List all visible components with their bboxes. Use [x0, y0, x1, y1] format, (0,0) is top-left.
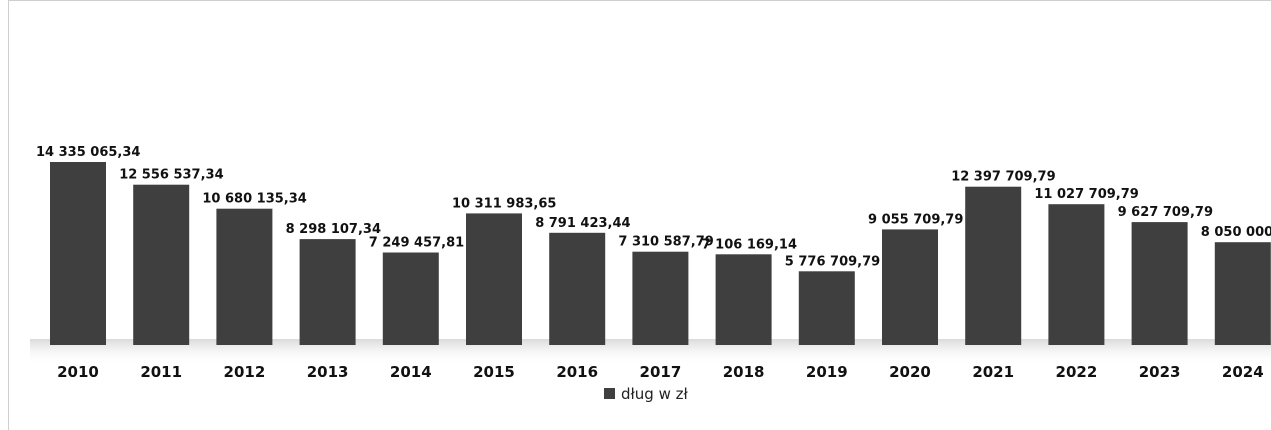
x-tick-2011: 2011 — [140, 363, 182, 381]
bar-2011 — [133, 184, 190, 345]
data-label-2015: 10 311 983,65 — [452, 196, 556, 211]
data-label-2021: 12 397 709,79 — [951, 170, 1055, 185]
legend-swatch — [604, 388, 615, 399]
x-tick-2018: 2018 — [723, 363, 765, 381]
x-tick-2020: 2020 — [889, 363, 931, 381]
data-label-2022: 11 027 709,79 — [1034, 187, 1138, 202]
bar-2023 — [1131, 222, 1188, 345]
bar-2021 — [965, 186, 1022, 345]
x-tick-2012: 2012 — [224, 363, 266, 381]
data-label-2017: 7 310 587,79 — [618, 235, 713, 250]
x-tick-2016: 2016 — [556, 363, 598, 381]
x-tick-2023: 2023 — [1139, 363, 1181, 381]
x-tick-2010: 2010 — [57, 363, 99, 381]
data-label-2024: 8 050 000,00 — [1201, 225, 1271, 240]
x-tick-2014: 2014 — [390, 363, 432, 381]
bar-2014 — [382, 252, 439, 345]
data-labels-group: 14 335 065,34 12 556 537,34 10 680 135,34 8… — [36, 145, 1271, 269]
data-label-2019: 5 776 709,79 — [785, 254, 880, 269]
bar-2017 — [632, 251, 689, 345]
bar-2015 — [466, 213, 522, 345]
data-label-2014: 7 249 457,81 — [369, 236, 464, 251]
x-tick-2024: 2024 — [1222, 363, 1264, 381]
x-tick-2022: 2022 — [1056, 363, 1098, 381]
bar-2010 — [50, 162, 106, 345]
bar-2013 — [299, 239, 356, 345]
legend: dług w zł — [604, 385, 688, 403]
bar-2022 — [1048, 204, 1105, 345]
data-label-2010: 14 335 065,34 — [36, 145, 140, 160]
bar-2019 — [798, 271, 855, 345]
x-axis-tick-labels: 2010 2011 2012 2013 2014 2015 2016 2017 2018 2019… — [57, 363, 1264, 381]
bar-2016 — [549, 232, 606, 345]
bar-2020 — [882, 229, 938, 345]
data-label-2011: 12 556 537,34 — [119, 168, 223, 183]
bar-2024 — [1214, 242, 1271, 345]
x-tick-2019: 2019 — [806, 363, 848, 381]
data-label-2018: 7 106 169,14 — [702, 237, 797, 252]
legend-label: dług w zł — [621, 385, 688, 403]
bars-group — [50, 162, 1271, 345]
data-label-2013: 8 298 107,34 — [286, 222, 381, 237]
data-label-2023: 9 627 709,79 — [1118, 205, 1213, 220]
x-tick-2017: 2017 — [640, 363, 682, 381]
bar-2012 — [216, 208, 273, 345]
x-tick-2021: 2021 — [972, 363, 1014, 381]
x-tick-2013: 2013 — [307, 363, 349, 381]
data-label-2020: 9 055 709,79 — [868, 212, 963, 227]
data-label-2016: 8 791 423,44 — [535, 216, 630, 231]
bar-2018 — [715, 254, 772, 345]
data-label-2012: 10 680 135,34 — [202, 192, 306, 207]
x-tick-2015: 2015 — [473, 363, 515, 381]
